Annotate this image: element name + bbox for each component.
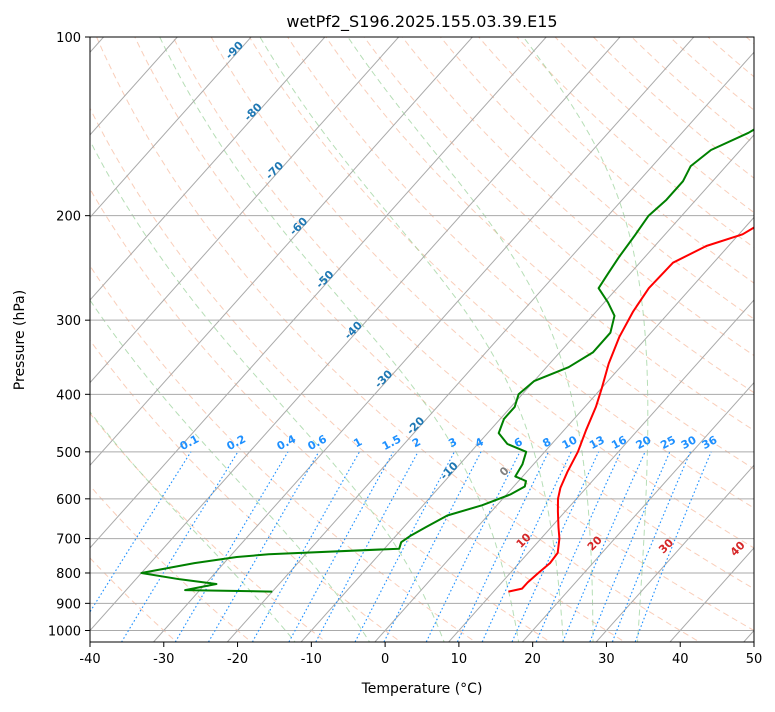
- x-tick-label: -20: [227, 652, 248, 667]
- x-tick-label: 10: [451, 652, 468, 667]
- y-tick-label: 600: [56, 493, 81, 508]
- x-tick-label: -10: [301, 652, 322, 667]
- x-tick-label: 20: [524, 652, 541, 667]
- x-tick-label: -30: [153, 652, 174, 667]
- y-tick-label: 400: [56, 388, 81, 403]
- y-tick-label: 100: [56, 31, 81, 46]
- x-tick-label: 40: [672, 652, 689, 667]
- y-tick-label: 500: [56, 446, 81, 461]
- y-tick-label: 200: [56, 210, 81, 225]
- x-tick-label: -40: [79, 652, 100, 667]
- x-tick-label: 0: [381, 652, 389, 667]
- y-tick-label: 700: [56, 533, 81, 548]
- y-tick-label: 1000: [48, 625, 81, 640]
- y-axis-label: Pressure (hPa): [12, 290, 28, 390]
- y-tick-label: 900: [56, 597, 81, 612]
- x-axis-label: Temperature (°C): [361, 681, 483, 697]
- chart-title: wetPf2_S196.2025.155.03.39.E15: [286, 12, 557, 32]
- x-tick-label: 50: [746, 652, 763, 667]
- y-tick-label: 300: [56, 314, 81, 329]
- x-tick-label: 30: [598, 652, 615, 667]
- y-tick-label: 800: [56, 567, 81, 582]
